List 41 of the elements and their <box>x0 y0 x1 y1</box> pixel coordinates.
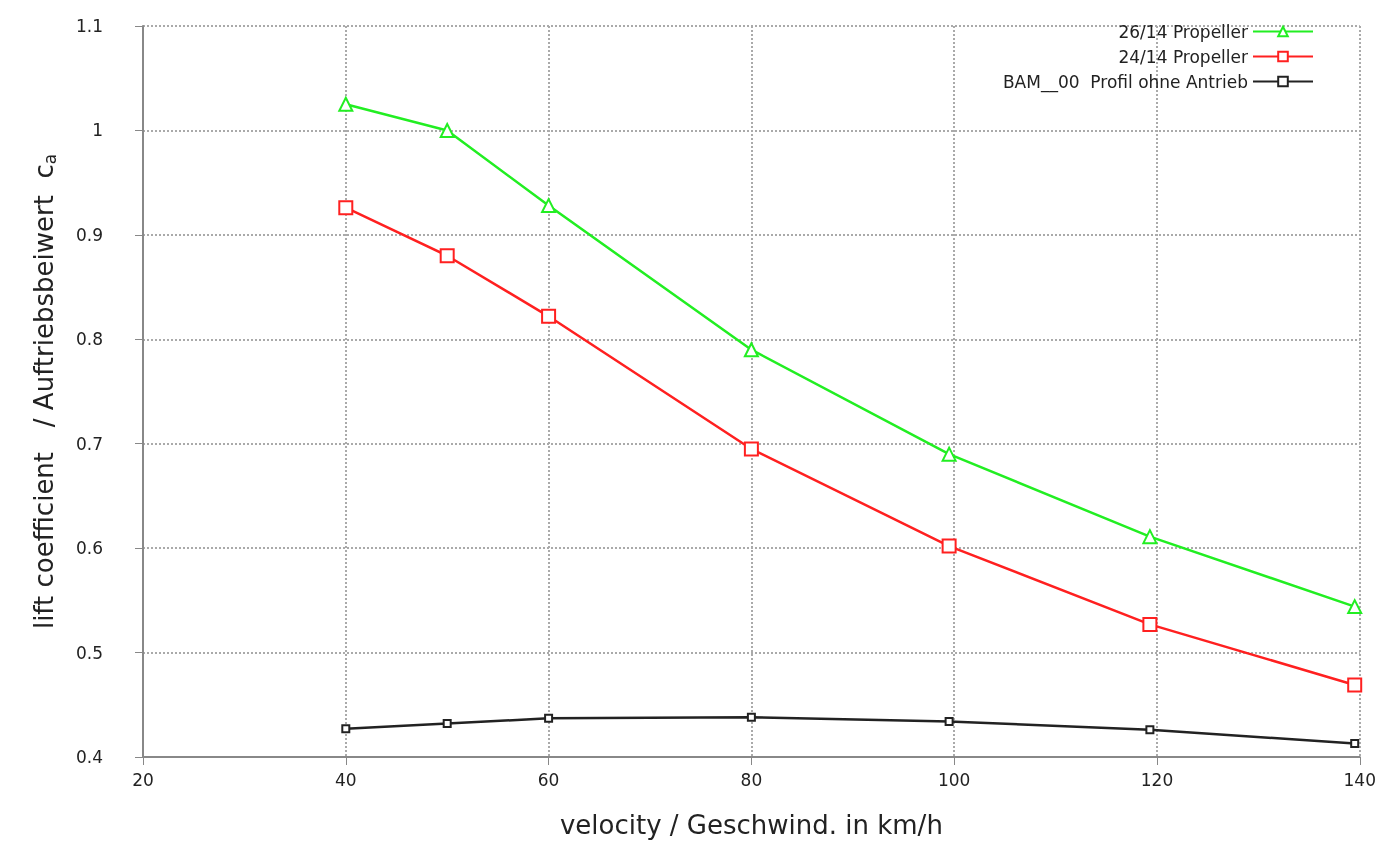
point <box>743 441 759 457</box>
x-axis-title: velocity / Geschwind. in km/h <box>559 810 943 840</box>
point <box>442 719 452 729</box>
y-tick-label: 0.4 <box>75 747 103 767</box>
x-tick-label: 120 <box>1140 769 1174 790</box>
point <box>1350 738 1360 748</box>
x-tick-label: 140 <box>1343 769 1376 790</box>
point <box>338 96 354 112</box>
y-tick-label: 0.7 <box>75 433 103 454</box>
legend-label: 26/14 Propeller <box>1118 21 1248 42</box>
point <box>439 122 455 138</box>
point <box>341 724 351 734</box>
x-tick-label: 60 <box>537 769 560 790</box>
point <box>439 248 455 264</box>
legend-label: BAM__00 Profil ohne Antrieb <box>1002 71 1248 93</box>
x-tick-label: 100 <box>937 769 971 790</box>
point <box>1347 677 1363 693</box>
point <box>1145 725 1155 735</box>
point <box>541 198 557 214</box>
point <box>544 713 554 723</box>
y-tick-label: 1.1 <box>75 16 103 36</box>
point <box>941 446 957 462</box>
point <box>944 716 954 726</box>
x-tick-label: 20 <box>132 769 154 790</box>
point <box>541 308 557 324</box>
x-tick-label: 80 <box>740 769 763 790</box>
point <box>746 712 756 722</box>
y-tick-label: 0.9 <box>75 224 103 245</box>
y-tick-label: 0.8 <box>75 329 103 350</box>
point <box>743 342 759 358</box>
point <box>1347 599 1363 615</box>
point <box>941 538 957 554</box>
point <box>1142 616 1158 632</box>
legend-label: 24/14 Propeller <box>1118 46 1248 67</box>
y-tick-label: 1 <box>92 120 103 141</box>
y-axis-title: lift coefficient / Auftriebsbeiwert ca <box>28 153 60 630</box>
point <box>338 200 354 216</box>
y-tick-label: 0.6 <box>75 538 103 559</box>
x-tick-label: 40 <box>334 769 357 790</box>
point <box>1142 529 1158 545</box>
y-tick-label: 0.5 <box>75 642 103 663</box>
